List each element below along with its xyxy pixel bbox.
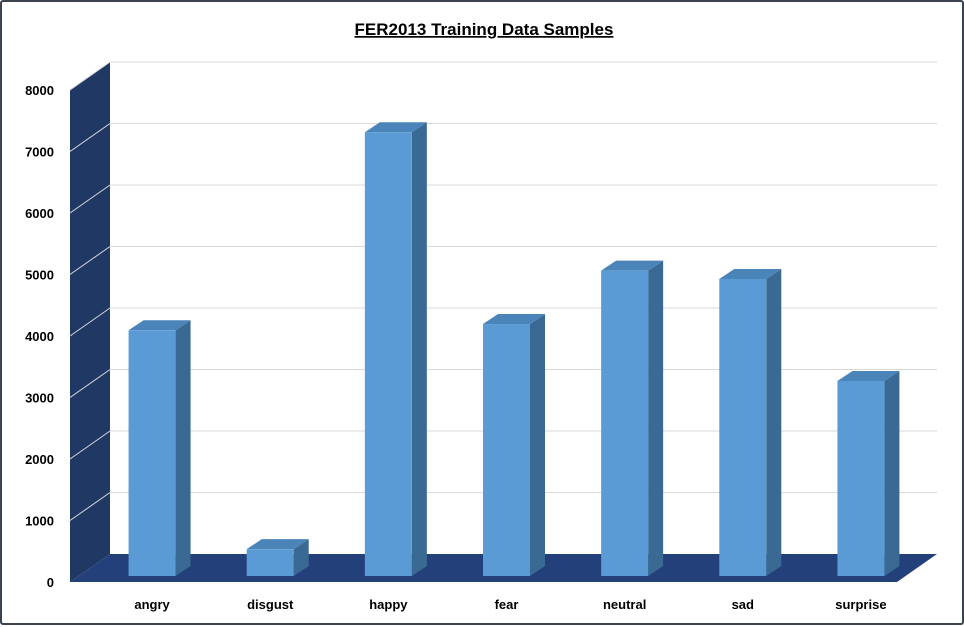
gridlines [69,61,937,521]
x-tick-label: disgust [247,597,294,612]
bar-side-happy [411,122,427,576]
bar-side-angry [175,320,191,576]
bar-top-sad [719,268,782,279]
gridline-side-7000 [69,123,111,152]
bar-side-surprise [884,370,900,576]
bar-front-neutral [601,270,649,576]
bar-top-disgust [246,539,309,550]
bar-side-neutral [648,260,664,576]
bar-side-sad [766,268,782,576]
bar-top-neutral [601,260,664,271]
x-tick-label: surprise [835,597,886,612]
bar-front-happy [364,132,412,576]
x-tick-label: happy [369,597,408,612]
bar-happy [364,122,427,576]
bar-neutral [601,260,664,576]
bar-front-angry [128,330,176,576]
gridline-side-5000 [69,246,111,275]
bar-side-fear [530,314,545,576]
y-tick-label: 6000 [25,206,54,221]
gridline-side-1000 [69,492,111,521]
gridline-side-2000 [69,430,111,460]
x-tick-label: neutral [603,597,646,612]
gridline-side-6000 [69,184,111,214]
y-tick-label: 0 [47,575,54,590]
gridline-side-8000 [69,61,111,91]
x-axis-ticks: angry disgust happy fear neutral sad surprise [134,597,886,612]
gridline-side-3000 [69,369,111,398]
bar-top-angry [128,320,191,331]
bar-front-surprise [837,380,885,576]
gridline-side-4000 [69,307,111,337]
y-tick-label: 8000 [25,83,54,98]
bar-top-surprise [837,370,900,381]
bar-sad [719,268,782,576]
bars [128,122,900,576]
x-tick-label: sad [732,597,754,612]
bar-front-fear [483,324,530,576]
bar-side-disgust [293,539,309,576]
y-axis-ticks: 0 1000 2000 3000 4000 5000 6000 7000 8000 [25,83,54,590]
bar-fear [483,314,545,576]
bar-front-sad [719,278,767,576]
y-tick-label: 1000 [25,514,54,529]
bar-front-disgust [246,549,294,576]
y-tick-label: 5000 [25,268,54,283]
y-tick-label: 4000 [25,329,54,344]
bar-top-fear [483,314,545,325]
x-tick-label: angry [134,597,170,612]
bar-top-happy [364,122,427,133]
x-tick-label: fear [495,597,519,612]
y-tick-label: 3000 [25,391,54,406]
bar-surprise [837,370,900,576]
y-tick-label: 7000 [25,145,54,160]
bar-angry [128,320,191,576]
bar-disgust [246,539,309,576]
chart-title: FER2013 Training Data Samples [355,20,614,39]
y-tick-label: 2000 [25,452,54,467]
